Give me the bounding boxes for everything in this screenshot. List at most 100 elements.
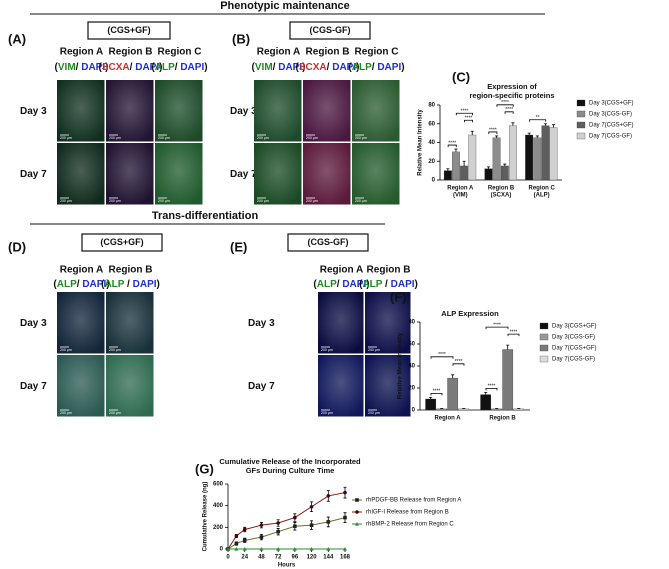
micrograph-glow xyxy=(106,143,154,205)
error-bar xyxy=(527,132,531,135)
row-label: Day 7 xyxy=(248,381,275,392)
significance-label: **** xyxy=(488,384,496,390)
stain-part: ( xyxy=(99,62,103,73)
significance-label: **** xyxy=(489,127,497,133)
bar xyxy=(500,165,509,181)
chart-title: Cumulative Release of the Incorporated xyxy=(219,457,361,466)
marker xyxy=(234,534,239,538)
bar xyxy=(502,349,514,411)
micrograph-glow xyxy=(254,80,302,142)
legend-marker xyxy=(355,498,359,502)
x-tick-label: 96 xyxy=(292,555,299,561)
legend-label: Day 3(CGS+GF) xyxy=(589,101,634,107)
panel-label: (B) xyxy=(232,31,250,46)
stain-part: / xyxy=(130,62,136,73)
chart-title: region-specific proteins xyxy=(469,91,554,100)
error-bar xyxy=(552,124,556,128)
y-tick-label: 0 xyxy=(412,408,416,414)
marker xyxy=(309,523,314,527)
chart-panel-label: (C) xyxy=(452,69,470,84)
scale-bar-label: 200 µm xyxy=(368,348,380,352)
scale-bar-label: 200 µm xyxy=(355,199,367,203)
micrograph-glow xyxy=(365,355,411,417)
legend-swatch xyxy=(576,121,586,129)
condition-label: (CGS+GF) xyxy=(107,25,150,35)
bar xyxy=(447,377,459,411)
bar xyxy=(458,408,470,411)
stain-label: (SCXA/ DAPI) xyxy=(296,62,360,73)
bar xyxy=(468,134,477,181)
scale-bar-label: 200 µm xyxy=(60,136,72,140)
condition-box xyxy=(87,21,171,40)
scale-bar-label: 200 µm xyxy=(109,411,121,415)
condition-box xyxy=(289,21,371,40)
chart-panel-label: (G) xyxy=(195,461,214,476)
error-bar xyxy=(487,166,490,169)
bar xyxy=(480,394,492,411)
marker xyxy=(293,515,297,520)
significance-label: **** xyxy=(438,352,446,358)
condition-label: (CGS+GF) xyxy=(100,237,143,247)
micrograph-glow xyxy=(57,80,105,142)
row-label: Day 3 xyxy=(20,318,47,329)
marker xyxy=(234,541,239,546)
scale-bar-label: 200 µm xyxy=(355,136,367,140)
x-tick-note: (VIM) xyxy=(453,193,468,199)
legend-label: Day 7(CGS-GF) xyxy=(589,134,632,140)
stain-part: DAPI xyxy=(135,62,159,73)
legend-swatch xyxy=(576,110,586,118)
stain-part: DAPI xyxy=(391,279,415,290)
region-header: Region A xyxy=(60,47,104,58)
micrograph-glow xyxy=(352,80,400,142)
stain-part: DAPI xyxy=(82,279,106,290)
x-tick-label: 168 xyxy=(340,555,351,561)
marker xyxy=(226,547,230,551)
significance-label: **** xyxy=(510,329,518,335)
condition-box xyxy=(81,233,163,252)
marker xyxy=(343,515,347,520)
scale-bar-label: 200 µm xyxy=(60,199,72,203)
panel-label: (E) xyxy=(230,239,247,254)
legend-marker xyxy=(355,510,359,514)
bar xyxy=(508,125,517,181)
significance-label: **** xyxy=(501,100,509,106)
significance-bracket xyxy=(504,111,514,114)
scale-bar-label: 200 µm xyxy=(368,411,380,415)
x-tick-label: 24 xyxy=(241,555,248,561)
significance-bracket xyxy=(488,131,498,134)
row-label: Day 3 xyxy=(230,106,257,117)
micrograph-glow xyxy=(57,292,105,354)
section-title: Phenotypic maintenance xyxy=(220,0,350,12)
legend-label: Day 3(CGS+GF) xyxy=(552,324,597,330)
micrograph-glow xyxy=(155,80,203,142)
scale-bar-label: 200 µm xyxy=(321,348,333,352)
stain-part: / xyxy=(175,62,181,73)
marker xyxy=(242,547,247,551)
error-bar xyxy=(535,135,539,138)
row-label: Day 7 xyxy=(20,381,47,392)
stain-part: ( xyxy=(55,62,59,73)
stain-part: / xyxy=(273,62,279,73)
marker xyxy=(276,529,280,534)
stain-part: ( xyxy=(296,62,300,73)
scale-bar-label: 200 µm xyxy=(109,348,121,352)
stain-part: ) xyxy=(106,279,109,290)
y-tick-label: 60 xyxy=(408,342,415,348)
stain-part: ) xyxy=(302,62,305,73)
significance-bracket xyxy=(485,388,498,391)
chart-title: Expression of xyxy=(487,82,537,91)
scale-bar-label: 200 µm xyxy=(158,199,170,203)
scale-bar-label: 200 µm xyxy=(257,199,269,203)
significance-label: **** xyxy=(455,359,463,365)
panel-label: (D) xyxy=(8,239,26,254)
error-bar xyxy=(451,374,455,379)
stain-part: / xyxy=(327,62,333,73)
stain-part: ) xyxy=(159,62,162,73)
stain-part: DAPI xyxy=(332,62,356,73)
error-bar xyxy=(511,122,515,126)
stain-part: SCXA xyxy=(102,62,130,73)
error-bar xyxy=(470,130,474,135)
legend-swatch xyxy=(539,333,549,341)
row-label: Day 3 xyxy=(248,318,275,329)
y-axis-label: Cumulative Release (ng) xyxy=(203,482,209,552)
